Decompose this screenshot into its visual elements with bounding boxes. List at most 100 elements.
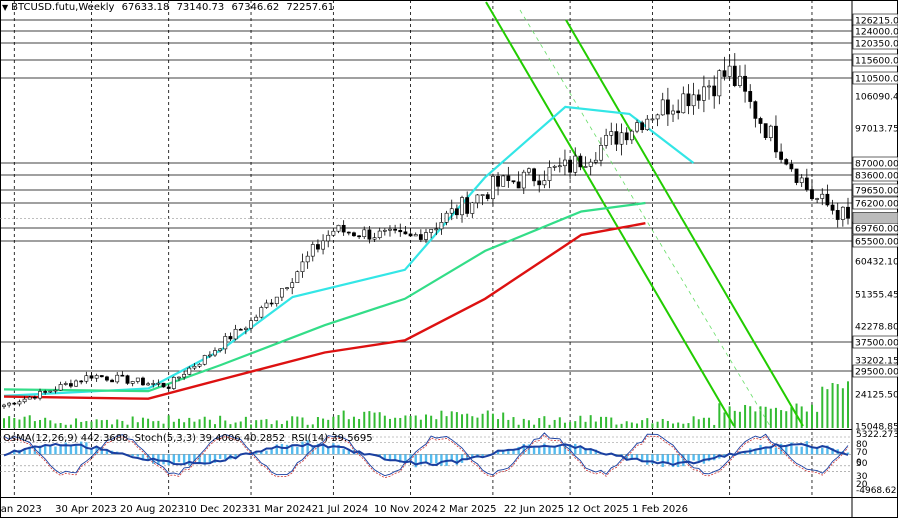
candle-body (768, 125, 773, 138)
osma-bar (419, 454, 423, 465)
osma-bar (538, 447, 541, 455)
osma-bar (404, 454, 407, 463)
y-tick-label: 51355.45 (855, 290, 898, 301)
osma-bar (815, 447, 819, 455)
volume-bar (502, 412, 505, 428)
volume-bar (95, 419, 98, 428)
osma-bar (141, 454, 145, 461)
x-tick-label: 22 Jun 2025 (504, 504, 564, 515)
volume-bar (733, 410, 736, 428)
osma-bar (563, 444, 567, 455)
candle-body (516, 181, 521, 189)
osma-bar (198, 454, 201, 463)
ema-line (3, 201, 646, 393)
candle-body (599, 145, 603, 161)
volume-bar (275, 420, 278, 428)
candle-body (7, 402, 12, 406)
osma-bar (270, 447, 273, 455)
volume-bar (481, 413, 484, 428)
volume-bar (605, 416, 608, 428)
volume-bar (630, 422, 633, 428)
volume-bar (615, 424, 618, 428)
volume-bar (39, 419, 42, 428)
y-label-box (852, 364, 898, 378)
candle-body (326, 234, 331, 242)
osma-bar (707, 454, 711, 462)
candle-body (465, 197, 470, 214)
candle-body (681, 93, 686, 114)
osma-bar (301, 441, 304, 455)
candle-body (223, 336, 228, 350)
candle-body (285, 287, 289, 289)
osma-bar (399, 454, 402, 463)
chart-header: ▼ BTCUSD.futu,Weekly 67633.18 73140.73 67… (2, 2, 338, 13)
stoch-signal-line (3, 434, 849, 479)
volume-bar (702, 417, 705, 428)
candle-body (280, 288, 284, 298)
x-tick-label: 10 Nov 2024 (374, 504, 438, 515)
volume-bar (157, 420, 160, 428)
candle-body (32, 396, 37, 399)
candle-body (48, 390, 53, 393)
volume-bar (450, 411, 453, 428)
osma-bar (105, 450, 109, 455)
osma-bar (481, 454, 484, 457)
candle-body (264, 302, 269, 308)
candle-body (259, 307, 264, 318)
osma-bar (450, 454, 453, 461)
price-axis: 126215.00124000.00120350.00 115600.00 1105… (852, 13, 898, 433)
candle-body (804, 177, 809, 190)
candle-body (243, 327, 248, 330)
volume-bar (152, 421, 155, 428)
candle-body (424, 232, 428, 240)
volume-bar (430, 415, 433, 428)
volume-bar (322, 418, 325, 428)
candle-body (825, 193, 830, 206)
osma-bar (754, 449, 757, 455)
volume-bar (100, 420, 103, 428)
candle-body (444, 212, 449, 223)
osma-bar (522, 443, 525, 455)
candle-body (331, 230, 336, 236)
candle-body (835, 210, 840, 220)
osma-bar (455, 454, 459, 465)
candle-body (537, 180, 542, 186)
x-tick-label: 31 Mar 2024 (248, 504, 311, 515)
candle-body (429, 229, 434, 233)
osma-bar (774, 447, 778, 455)
volume-bar (188, 417, 191, 428)
candle-body (192, 365, 197, 369)
osma-bar (188, 454, 191, 466)
candle-body (274, 296, 279, 304)
candle-body (110, 379, 114, 383)
volume-bar (646, 418, 649, 428)
y-tick-label: 15048.85 (855, 422, 898, 433)
y-tick-label: 29500.00 (855, 367, 898, 378)
candle-body (218, 348, 223, 351)
candle-body (774, 125, 778, 153)
volume-bar (708, 417, 711, 428)
y-tick-label: 83600.00 (855, 171, 898, 182)
candle-body (388, 228, 392, 231)
candle-body (295, 271, 300, 283)
collapse-icon[interactable]: ▼ (2, 3, 9, 12)
osma-bar (285, 444, 289, 455)
volume-bar (316, 417, 319, 428)
candle-body (650, 118, 655, 121)
volume-bar (805, 411, 808, 428)
volume-bar (847, 381, 849, 428)
volume-bar (692, 416, 695, 428)
volume-bar (517, 424, 520, 428)
current-price-box (852, 212, 898, 224)
candle-body (542, 180, 547, 186)
volume-bar (388, 418, 391, 428)
volume-bar (620, 423, 623, 428)
candle-body (249, 320, 253, 329)
candle-body (53, 389, 58, 392)
candle-body (588, 161, 593, 167)
volume-bar (363, 411, 366, 428)
volume-bar (538, 418, 541, 428)
candle-body (197, 363, 202, 367)
